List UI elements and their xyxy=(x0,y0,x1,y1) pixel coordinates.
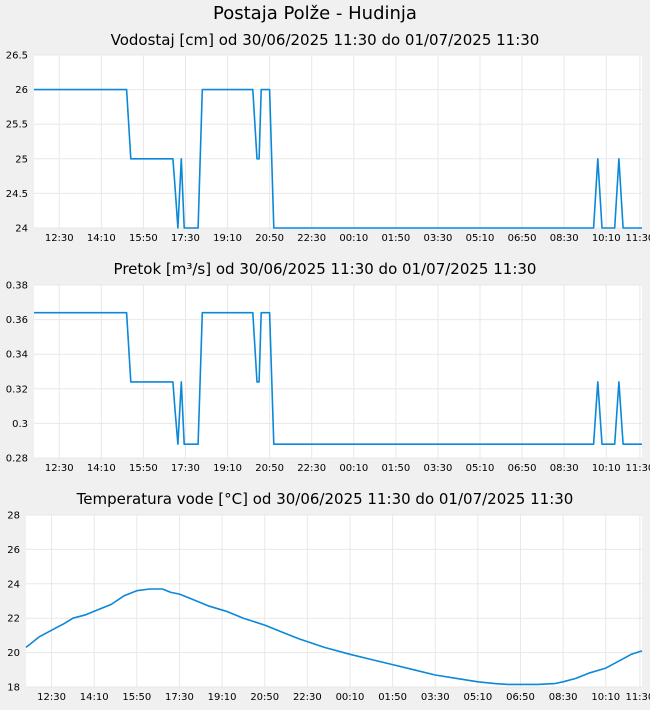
water-temperature-x-tick-label: 15:50 xyxy=(122,692,151,703)
water-temperature-y-tick-label: 20 xyxy=(7,648,20,659)
water-temperature-x-tick-label: 11:30 xyxy=(625,692,650,703)
water-level-x-tick-label: 06:50 xyxy=(508,233,537,244)
discharge-plot-area xyxy=(34,285,642,458)
water-level-x-tick-label: 17:30 xyxy=(171,233,200,244)
water-level-x-tick-label: 19:10 xyxy=(213,233,242,244)
water-level-x-tick-label: 12:30 xyxy=(45,233,74,244)
water-temperature-x-tick-label: 03:30 xyxy=(421,692,450,703)
water-level-y-tick-label: 24.5 xyxy=(6,189,28,200)
discharge-x-tick-label: 12:30 xyxy=(45,463,74,474)
discharge-y-tick-label: 0.32 xyxy=(6,384,28,395)
discharge-x-tick-label: 10:10 xyxy=(592,463,621,474)
discharge-chart-title: Pretok [m³/s] od 30/06/2025 11:30 do 01/… xyxy=(113,260,537,278)
water-temperature-x-tick-label: 10:10 xyxy=(591,692,620,703)
water-temperature-x-tick-label: 01:50 xyxy=(378,692,407,703)
water-level-x-tick-label: 08:30 xyxy=(550,233,579,244)
discharge-x-tick-label: 17:30 xyxy=(171,463,200,474)
discharge-x-tick-label: 19:10 xyxy=(213,463,242,474)
water-temperature-x-tick-label: 19:10 xyxy=(208,692,237,703)
discharge-x-tick-label: 15:50 xyxy=(129,463,158,474)
water-level-x-tick-label: 22:30 xyxy=(297,233,326,244)
water-level-x-tick-label: 03:30 xyxy=(424,233,453,244)
discharge-x-tick-label: 05:10 xyxy=(466,463,495,474)
water-temperature-x-tick-label: 22:30 xyxy=(293,692,322,703)
water-temperature-y-tick-label: 26 xyxy=(7,545,20,556)
water-level-plot-area xyxy=(34,55,642,228)
water-level-x-tick-label: 05:10 xyxy=(466,233,495,244)
water-temperature-y-tick-label: 28 xyxy=(7,511,20,522)
water-level-x-tick-label: 10:10 xyxy=(592,233,621,244)
water-temperature-x-tick-label: 14:10 xyxy=(80,692,109,703)
discharge-x-tick-label: 06:50 xyxy=(508,463,537,474)
water-temperature-x-tick-label: 05:10 xyxy=(463,692,492,703)
water-temperature-x-tick-label: 20:50 xyxy=(250,692,279,703)
water-temperature-chart-title: Temperatura vode [°C] od 30/06/2025 11:3… xyxy=(76,490,574,508)
discharge-y-tick-label: 0.28 xyxy=(6,454,28,465)
water-temperature-x-tick-label: 12:30 xyxy=(37,692,66,703)
water-level-x-tick-label: 00:10 xyxy=(339,233,368,244)
water-temperature-x-tick-label: 06:50 xyxy=(506,692,535,703)
water-level-y-tick-label: 26.5 xyxy=(6,51,28,62)
water-level-x-tick-label: 14:10 xyxy=(87,233,116,244)
water-temperature-y-tick-label: 24 xyxy=(7,579,20,590)
discharge-x-tick-label: 08:30 xyxy=(550,463,579,474)
water-temperature-y-tick-label: 18 xyxy=(7,683,20,694)
water-temperature-x-tick-label: 00:10 xyxy=(336,692,365,703)
water-level-y-tick-label: 24 xyxy=(15,224,28,235)
water-level-y-tick-label: 25 xyxy=(15,154,28,165)
water-temperature-x-tick-label: 17:30 xyxy=(165,692,194,703)
water-temperature-x-tick-label: 08:30 xyxy=(549,692,578,703)
water-level-x-tick-label: 01:50 xyxy=(381,233,410,244)
water-level-chart-title: Vodostaj [cm] od 30/06/2025 11:30 do 01/… xyxy=(110,31,540,49)
water-temperature-plot-area xyxy=(26,515,642,687)
discharge-x-tick-label: 14:10 xyxy=(87,463,116,474)
discharge-y-tick-label: 0.3 xyxy=(12,419,28,430)
water-temperature-series-line xyxy=(25,588,643,686)
water-level-y-tick-label: 26 xyxy=(15,85,28,96)
discharge-series-line xyxy=(34,311,642,446)
discharge-x-tick-label: 20:50 xyxy=(255,463,284,474)
water-level-x-tick-label: 20:50 xyxy=(255,233,284,244)
water-level-x-tick-label: 11:30 xyxy=(625,233,650,244)
page-title: Postaja Polže - Hudinja xyxy=(213,3,417,24)
discharge-x-tick-label: 11:30 xyxy=(625,463,650,474)
discharge-x-tick-label: 00:10 xyxy=(339,463,368,474)
discharge-x-tick-label: 03:30 xyxy=(424,463,453,474)
discharge-y-tick-label: 0.34 xyxy=(6,350,28,361)
water-level-y-tick-label: 25.5 xyxy=(6,120,28,131)
water-temperature-y-tick-label: 22 xyxy=(7,614,20,625)
water-level-series-line xyxy=(34,88,642,229)
discharge-y-tick-label: 0.38 xyxy=(6,281,28,292)
water-level-x-tick-label: 15:50 xyxy=(129,233,158,244)
discharge-y-tick-label: 0.36 xyxy=(6,315,28,326)
discharge-x-tick-label: 22:30 xyxy=(297,463,326,474)
discharge-x-tick-label: 01:50 xyxy=(381,463,410,474)
